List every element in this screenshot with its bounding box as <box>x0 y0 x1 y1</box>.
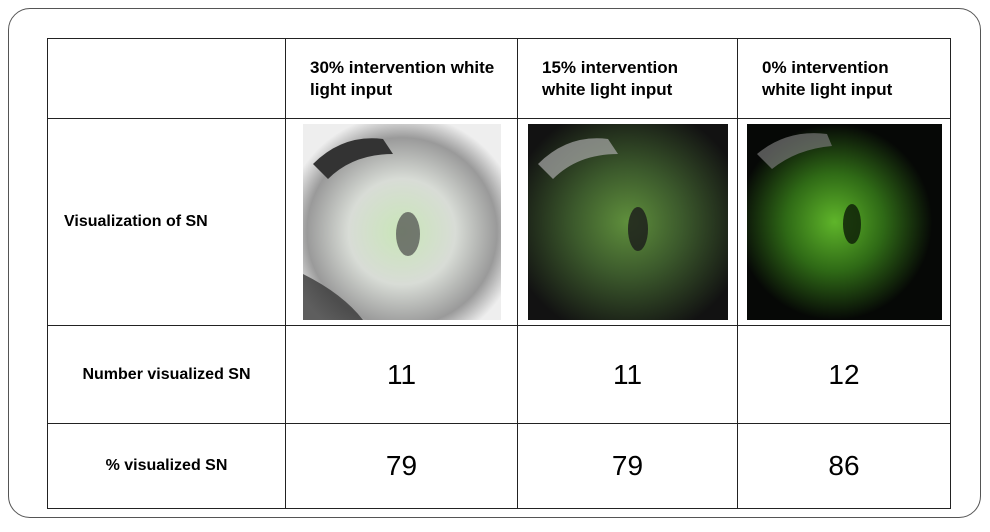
image-15 <box>528 124 728 320</box>
page: 30% intervention white light input 15% i… <box>0 0 990 532</box>
cell-value: 86 <box>738 424 951 509</box>
corner-cell <box>48 39 286 119</box>
percent-row: % visualized SN 79 79 86 <box>48 424 951 509</box>
row-label: % visualized SN <box>48 424 286 509</box>
row-label: Number visualized SN <box>48 326 286 424</box>
image-cell <box>286 119 518 326</box>
count-row: Number visualized SN 11 11 12 <box>48 326 951 424</box>
image-cell <box>738 119 951 326</box>
image-30 <box>303 124 501 320</box>
results-table: 30% intervention white light input 15% i… <box>47 38 951 509</box>
column-header: 30% intervention white light input <box>286 39 518 119</box>
cell-value: 79 <box>518 424 738 509</box>
image-0 <box>747 124 942 320</box>
cell-value: 12 <box>738 326 951 424</box>
column-header: 15% intervention white light input <box>518 39 738 119</box>
image-cell <box>518 119 738 326</box>
image-row: Visualization of SN <box>48 119 951 326</box>
cell-value: 11 <box>286 326 518 424</box>
cell-value: 79 <box>286 424 518 509</box>
column-header: 0% intervention white light input <box>738 39 951 119</box>
cell-value: 11 <box>518 326 738 424</box>
row-label: Visualization of SN <box>48 119 286 326</box>
header-row: 30% intervention white light input 15% i… <box>48 39 951 119</box>
